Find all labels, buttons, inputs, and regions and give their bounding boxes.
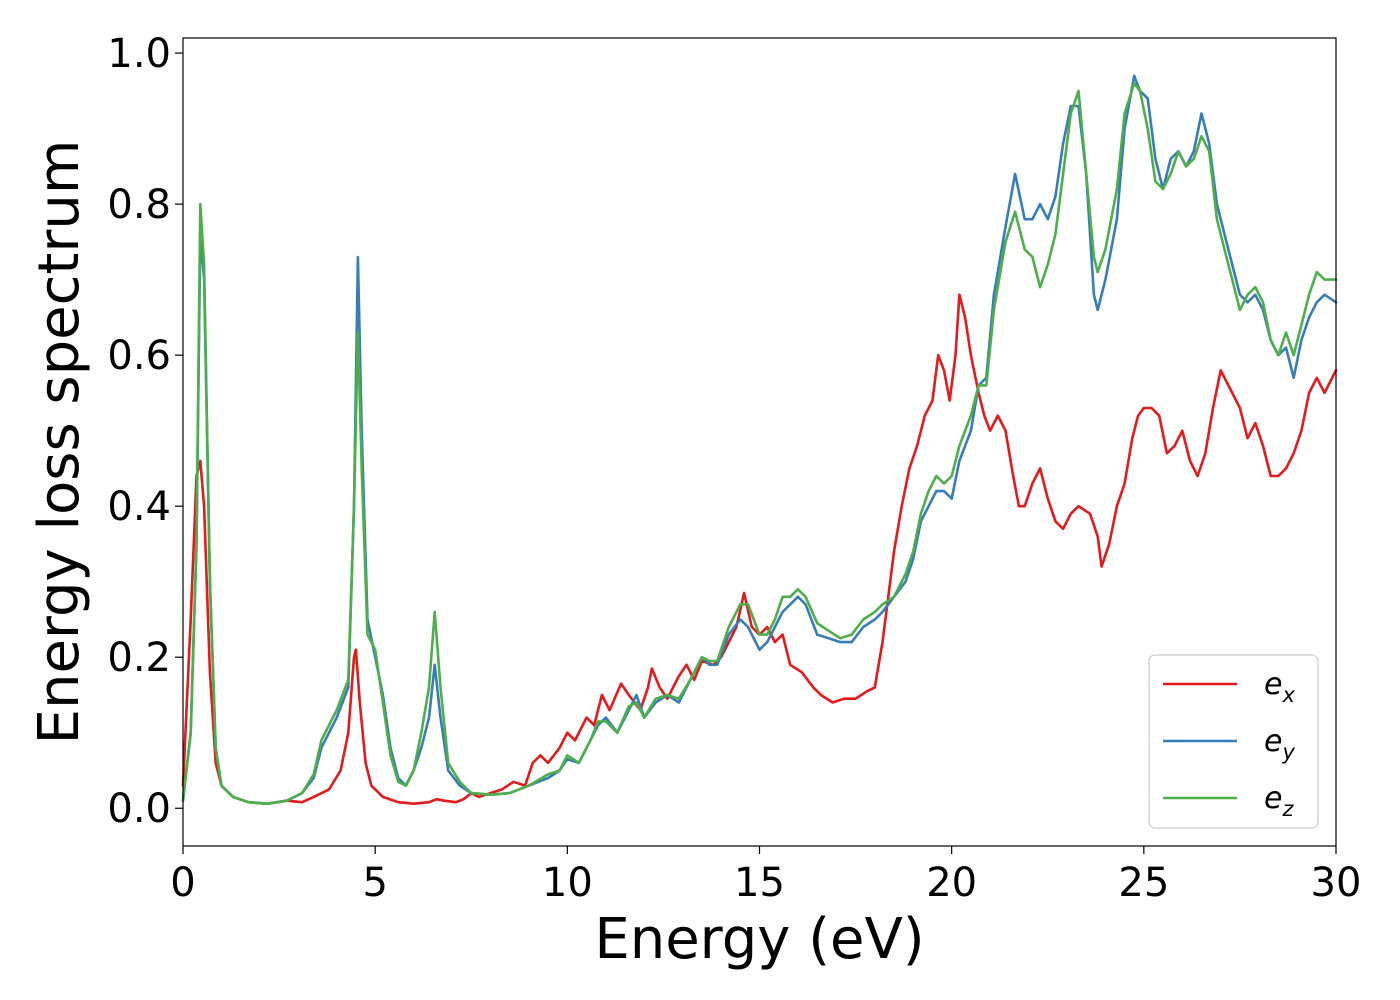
y-tick-label: 0.4 <box>107 484 171 530</box>
y-tick-label: 1.0 <box>107 31 171 77</box>
y-axis-label: Energy loss spectrum <box>27 140 92 745</box>
y-axis-ticks: 0.0 0.2 0.4 0.6 0.8 1.0 <box>107 31 183 832</box>
x-tick-label: 15 <box>734 860 785 906</box>
x-axis-label: Energy (eV) <box>594 907 924 972</box>
x-tick-label: 30 <box>1311 860 1362 906</box>
x-tick-label: 10 <box>542 860 593 906</box>
x-tick-label: 0 <box>170 860 195 906</box>
y-tick-label: 0.8 <box>107 182 171 228</box>
x-tick-label: 20 <box>926 860 977 906</box>
x-axis-ticks: 0 5 10 15 20 25 30 <box>170 846 1361 906</box>
y-tick-label: 0.6 <box>107 333 171 379</box>
x-tick-label: 25 <box>1118 860 1169 906</box>
x-tick-label: 5 <box>362 860 387 906</box>
y-tick-label: 0.0 <box>107 786 171 832</box>
legend: exeyez <box>1149 655 1318 828</box>
y-tick-label: 0.2 <box>107 635 171 681</box>
